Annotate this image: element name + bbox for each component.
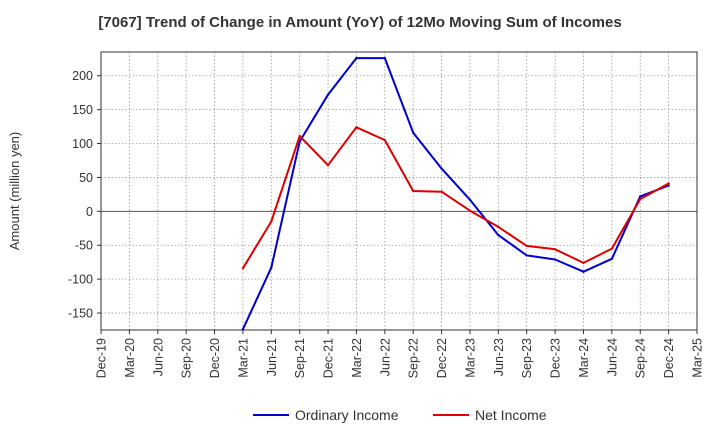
data-point xyxy=(440,190,443,193)
legend: Ordinary Income Net Income xyxy=(253,407,547,423)
x-tick-label: Dec-21 xyxy=(322,338,336,378)
data-point xyxy=(525,244,528,248)
x-tick-label: Sep-24 xyxy=(634,338,648,378)
data-point xyxy=(241,267,245,270)
axis-layer: -150 -100 -50 0 50 100 150 200 Dec-19 Mar-20 Jun-2… xyxy=(7,51,705,378)
data-point xyxy=(270,266,273,269)
data-point xyxy=(553,258,557,261)
y-tick-label: 200 xyxy=(72,69,93,83)
series-line xyxy=(242,126,670,269)
x-tick-label: Mar-23 xyxy=(463,338,477,378)
series-line xyxy=(241,57,669,330)
y-tick-label: -50 xyxy=(75,239,93,253)
data-point xyxy=(610,257,614,260)
data-point xyxy=(383,138,386,142)
data-point xyxy=(639,197,642,201)
x-tick-label: Mar-25 xyxy=(691,338,705,378)
x-tick-label: Sep-23 xyxy=(520,338,534,378)
y-tick-label: 150 xyxy=(72,103,93,117)
data-point xyxy=(326,93,330,96)
data-point xyxy=(440,167,443,170)
data-point xyxy=(383,56,386,60)
data-point xyxy=(355,56,358,60)
chart-title: [7067] Trend of Change in Amount (YoY) o… xyxy=(98,14,622,31)
x-tick-label: Dec-22 xyxy=(435,338,449,378)
y-tick-label: -150 xyxy=(68,307,93,321)
x-tick-label: Mar-24 xyxy=(577,338,591,378)
data-point xyxy=(326,164,330,167)
y-axis-label: Amount (million yen) xyxy=(7,132,22,251)
data-point xyxy=(468,198,472,201)
data-point xyxy=(582,261,585,265)
x-tick-label: Jun-20 xyxy=(151,338,165,376)
x-tick-label: Jun-24 xyxy=(605,338,619,376)
x-tick-label: Jun-21 xyxy=(265,338,279,376)
data-point xyxy=(525,254,528,257)
data-point xyxy=(241,328,245,331)
grid-layer xyxy=(101,52,697,330)
data-point xyxy=(355,126,358,129)
x-tick-label: Jun-22 xyxy=(378,338,392,376)
data-point xyxy=(298,134,301,138)
x-tick-label: Dec-19 xyxy=(95,338,109,378)
data-point xyxy=(468,209,472,212)
data-point xyxy=(667,184,670,187)
y-tick-label: 50 xyxy=(79,171,93,185)
legend-label: Net Income xyxy=(475,407,547,423)
x-tick-label: Sep-22 xyxy=(407,338,421,378)
x-tick-label: Sep-21 xyxy=(293,338,307,378)
series-layer xyxy=(241,56,670,331)
legend-label: Ordinary Income xyxy=(295,407,399,423)
x-tick-label: Jun-23 xyxy=(492,338,506,376)
x-tick-label: Dec-24 xyxy=(662,338,676,378)
data-point xyxy=(639,195,642,198)
data-point xyxy=(412,131,415,134)
x-tick-label: Mar-20 xyxy=(123,338,137,378)
data-point xyxy=(553,248,557,251)
data-point xyxy=(610,247,614,250)
data-point xyxy=(582,270,585,273)
data-point xyxy=(667,182,670,185)
y-tick-label: -100 xyxy=(68,273,93,287)
x-tick-label: Mar-22 xyxy=(350,338,364,378)
x-tick-label: Mar-21 xyxy=(236,338,250,378)
y-tick-label: 100 xyxy=(72,137,93,151)
data-point xyxy=(270,220,273,223)
x-tick-label: Dec-23 xyxy=(549,338,563,378)
x-tick-label: Dec-20 xyxy=(208,338,222,378)
data-point xyxy=(412,189,415,193)
y-tick-label: 0 xyxy=(86,205,93,219)
data-point xyxy=(497,233,500,237)
plot-area xyxy=(100,51,698,331)
x-tick-label: Sep-20 xyxy=(180,338,194,378)
data-point xyxy=(497,225,500,229)
